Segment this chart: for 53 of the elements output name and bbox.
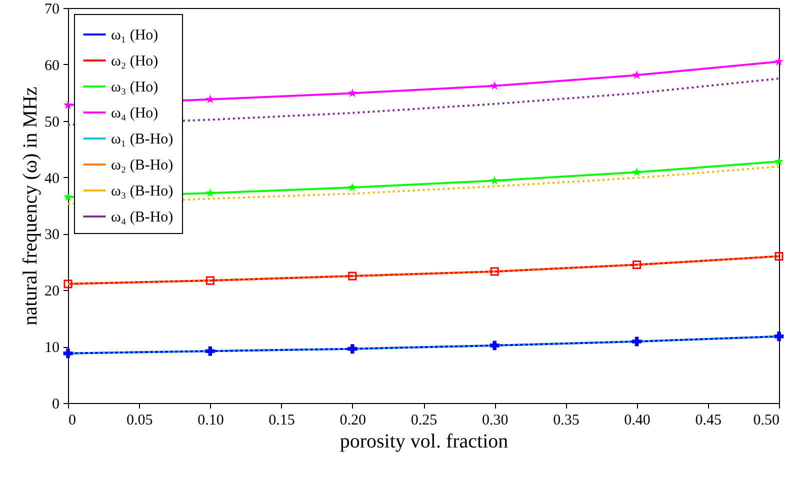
legend-label: ω₄ (B-Ho) bbox=[111, 210, 174, 226]
point bbox=[63, 100, 73, 109]
y-tick-label: 10 bbox=[44, 340, 60, 356]
legend-label: ω₃ (B-Ho) bbox=[111, 184, 174, 200]
point bbox=[632, 260, 642, 270]
point bbox=[64, 280, 72, 288]
y-tick-label: 70 bbox=[44, 2, 60, 18]
point bbox=[206, 276, 214, 285]
x-tick-label: 0.25 bbox=[410, 412, 438, 428]
y-tick-label: 20 bbox=[44, 284, 60, 300]
point bbox=[348, 344, 358, 354]
x-tick-label: 0.50 bbox=[753, 412, 780, 428]
x-tick-label: 0.20 bbox=[340, 412, 366, 428]
point bbox=[63, 348, 73, 358]
point bbox=[348, 88, 357, 98]
point bbox=[490, 340, 500, 350]
point bbox=[206, 94, 215, 104]
legend-label: ω₁ (Ho) bbox=[111, 28, 158, 44]
point bbox=[205, 346, 215, 356]
x-tick-label: 0 bbox=[68, 412, 76, 428]
point bbox=[490, 176, 500, 185]
x-axis-title: porosity vol. fraction bbox=[340, 430, 508, 452]
point bbox=[632, 167, 642, 176]
point bbox=[348, 182, 357, 192]
x-tick-label: 0.40 bbox=[624, 412, 650, 428]
legend-label: ω₄ (Ho) bbox=[111, 106, 158, 122]
y-tick-label: 50 bbox=[44, 114, 60, 130]
x-tick-label: 0.30 bbox=[482, 412, 508, 428]
legend-label: ω₃ (Ho) bbox=[111, 80, 158, 96]
x-tick-label: 0.45 bbox=[695, 412, 722, 428]
x-tick-label: 0.10 bbox=[198, 412, 224, 428]
y-tick-label: 60 bbox=[44, 58, 60, 74]
y-tick-label: 30 bbox=[44, 227, 60, 244]
point bbox=[774, 156, 784, 166]
x-tick-label: 0.35 bbox=[553, 412, 580, 428]
point bbox=[632, 336, 642, 346]
point bbox=[63, 192, 73, 201]
x-tick-label: 0.05 bbox=[126, 412, 153, 428]
point bbox=[348, 272, 357, 280]
legend-label: ω₁ (B-Ho) bbox=[111, 132, 174, 148]
x-tick-label: 0.15 bbox=[268, 412, 295, 428]
y-tick-label: 40 bbox=[44, 170, 60, 187]
point bbox=[490, 267, 499, 276]
point bbox=[632, 70, 642, 79]
point bbox=[774, 332, 784, 342]
y-axis-title: natural frequency (ω) in MHz bbox=[20, 86, 42, 326]
point bbox=[490, 81, 500, 90]
legend-label: ω₂ (B-Ho) bbox=[111, 158, 174, 174]
y-tick-label: 0 bbox=[52, 396, 60, 412]
point bbox=[206, 188, 215, 197]
point bbox=[774, 252, 784, 261]
legend-label: ω₂ (Ho) bbox=[111, 54, 158, 70]
point bbox=[774, 56, 784, 66]
